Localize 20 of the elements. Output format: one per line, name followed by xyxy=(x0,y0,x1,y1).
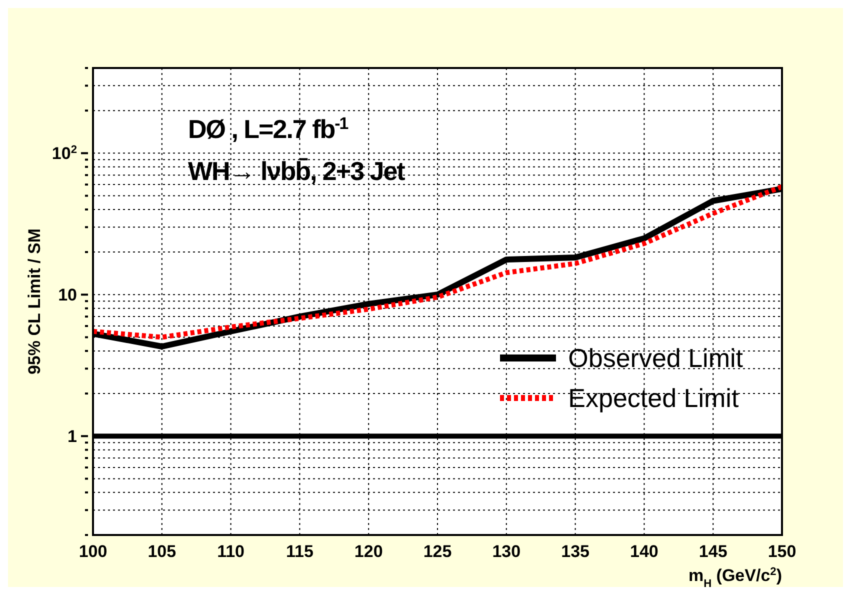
x-tick-label: 140 xyxy=(630,542,658,561)
legend-label: Expected Limit xyxy=(568,382,739,414)
y-tick-label: 10 xyxy=(58,286,77,305)
y-tick-label: 1 xyxy=(68,427,77,446)
x-axis-title: m$_{H}$ (GeV/c$^{2}$) xyxy=(688,566,782,590)
x-tick-label: 120 xyxy=(354,542,383,561)
x-tick-label: 100 xyxy=(78,542,108,561)
x-tick-label: 130 xyxy=(492,542,521,561)
annotation: WH→ lνbb̄, 2+3 Jet xyxy=(188,156,406,186)
annotation: DØ , L=2.7 fb$^{-1}$ xyxy=(188,114,348,144)
x-tick-label: 135 xyxy=(561,542,590,561)
x-tick-label: 150 xyxy=(768,542,796,561)
x-tick-label: 125 xyxy=(423,542,452,561)
x-tick-label: 110 xyxy=(217,542,245,561)
y-axis-title: 95% CL Limit / SM xyxy=(25,228,44,375)
x-tick-label: 115 xyxy=(286,542,314,561)
legend-label: Observed Limit xyxy=(568,342,743,374)
y-tick-label: 10$^{2}$ xyxy=(52,144,77,164)
x-tick-label: 145 xyxy=(698,542,728,561)
x-tick-label: 105 xyxy=(148,542,176,561)
